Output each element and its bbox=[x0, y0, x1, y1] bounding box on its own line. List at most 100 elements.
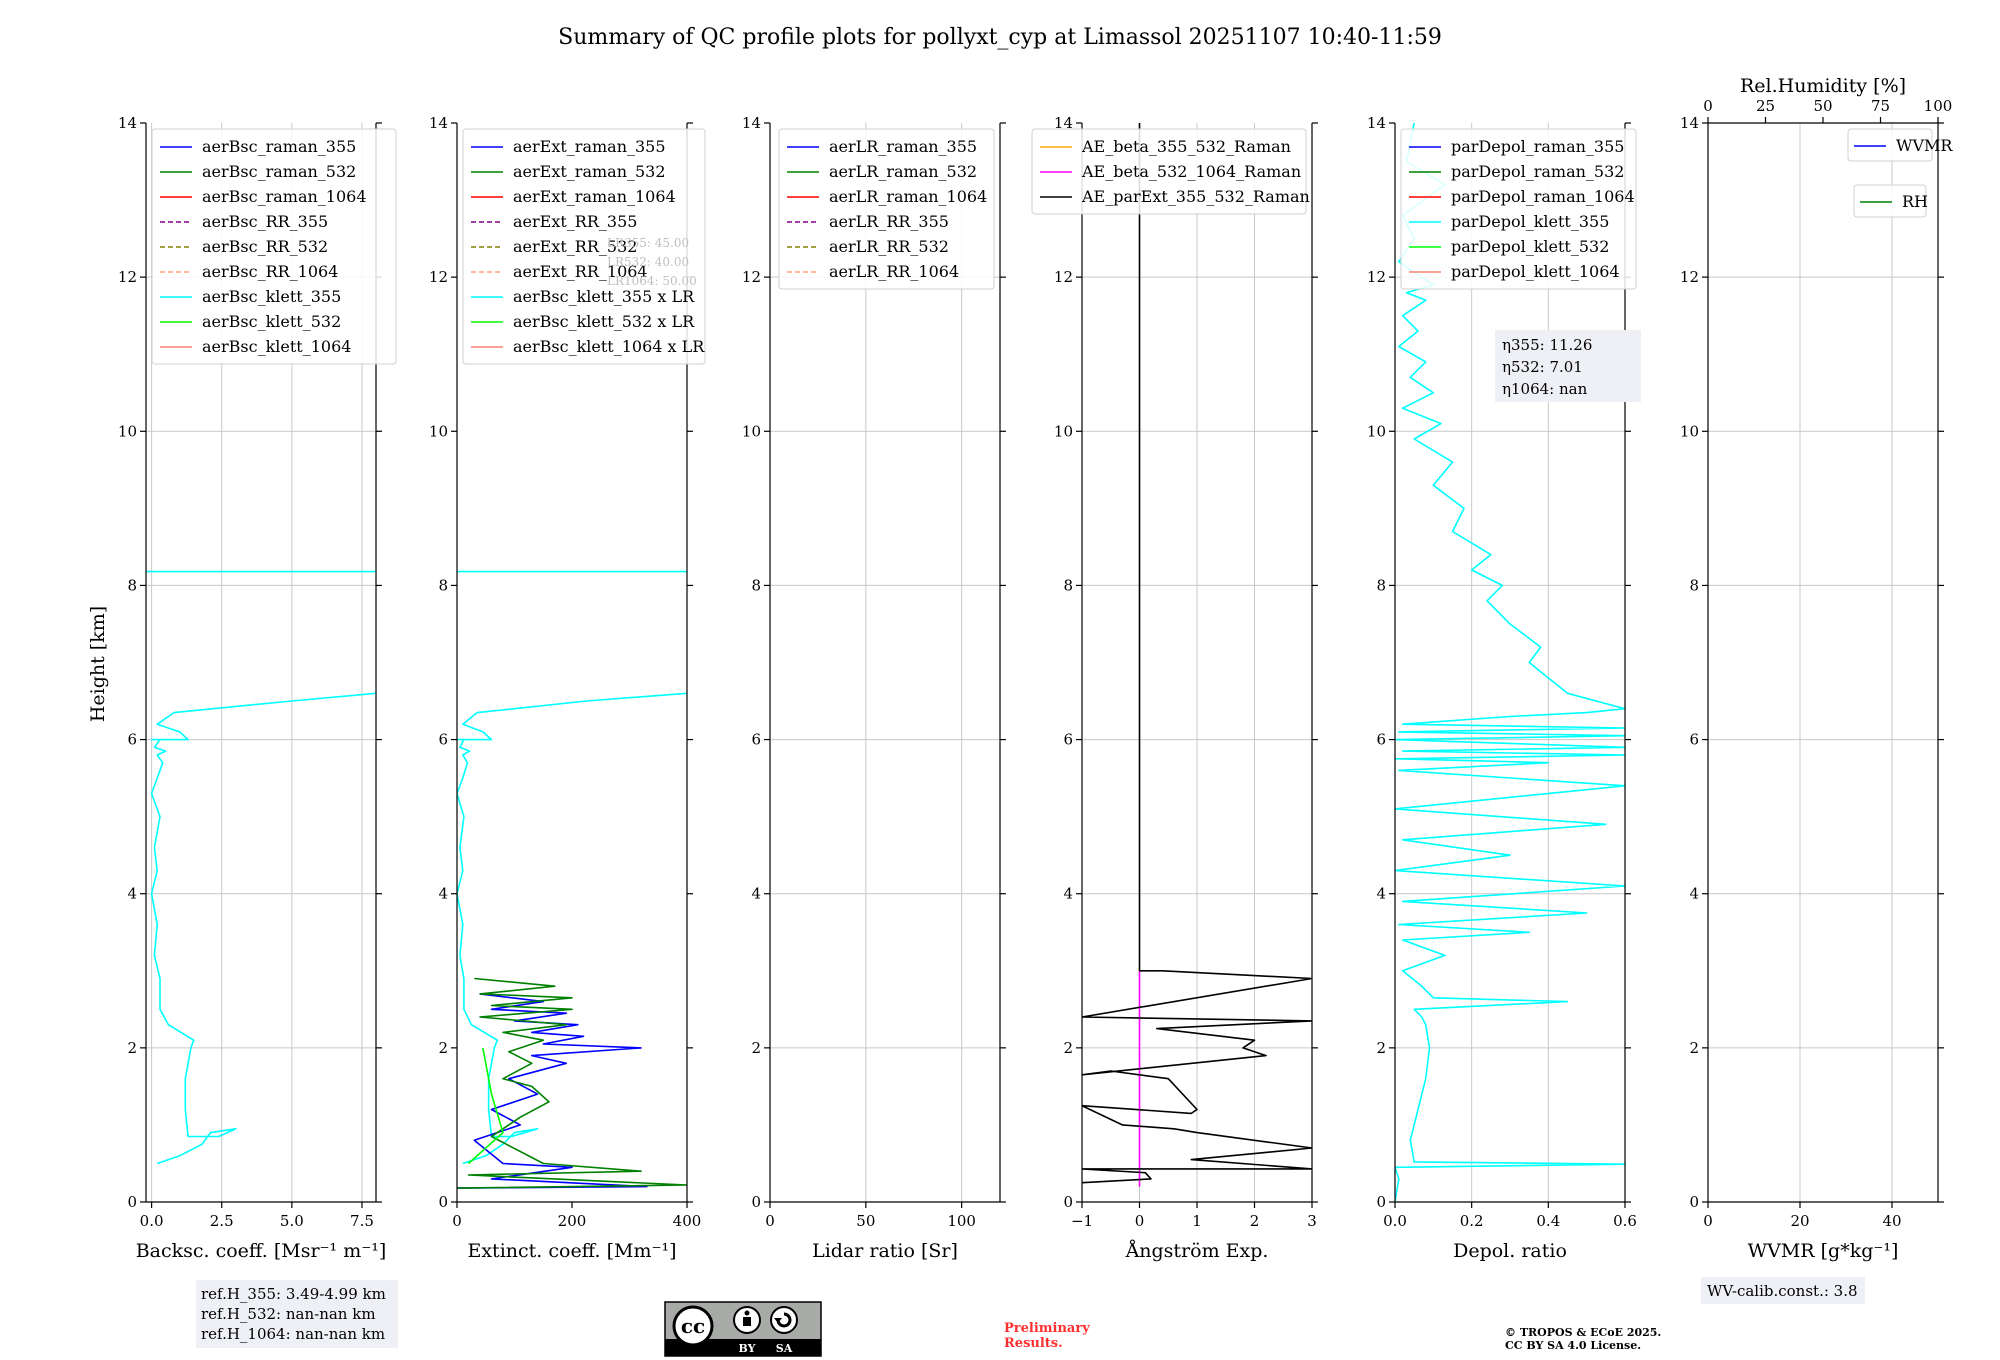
legend-label: aerBsc_klett_1064 bbox=[202, 337, 351, 356]
eta-box: η355: 11.26 η532: 7.01 η1064: nan bbox=[1495, 330, 1641, 402]
x-tick-label: 5.0 bbox=[280, 1212, 304, 1230]
legend-box: aerLR_raman_355 aerLR_raman_532 aerLR_rama… bbox=[778, 128, 995, 290]
series-line-AE_parExt_355_532_Raman bbox=[1082, 123, 1312, 1184]
legend-label: aerBsc_klett_532 x LR bbox=[513, 312, 695, 331]
x-axis-label: Lidar ratio [Sr] bbox=[812, 1240, 958, 1262]
legend-label: aerLR_raman_532 bbox=[829, 162, 977, 181]
y-tick-label: 14 bbox=[742, 114, 761, 132]
copyright-notice: © TROPOS & ECoE 2025. CC BY SA 4.0 Licen… bbox=[1505, 1326, 1661, 1352]
series-line-aerExt_raman_532 bbox=[457, 977, 687, 1189]
copyright-line: CC BY SA 4.0 License. bbox=[1505, 1339, 1641, 1352]
eta-line: η355: 11.26 bbox=[1502, 336, 1592, 354]
legend-label: aerExt_raman_532 bbox=[513, 162, 666, 181]
legend-frame bbox=[462, 128, 706, 365]
legend-label: AE_beta_355_532_Raman bbox=[1081, 137, 1291, 156]
y-tick-label: 8 bbox=[127, 576, 137, 594]
y-tick-label: 4 bbox=[1689, 885, 1699, 903]
legend-label: AE_parExt_355_532_Raman bbox=[1081, 187, 1310, 206]
y-tick-label: 4 bbox=[1376, 885, 1386, 903]
series-group bbox=[1082, 123, 1312, 1187]
preliminary-line: Results. bbox=[1004, 1336, 1063, 1351]
legend-label: aerExt_RR_532 bbox=[513, 237, 637, 256]
legend-label: aerBsc_raman_532 bbox=[202, 162, 356, 181]
x-tick-label: 0.4 bbox=[1536, 1212, 1560, 1230]
legend-label: aerExt_raman_355 bbox=[513, 137, 666, 156]
x-tick-label: 100 bbox=[947, 1212, 976, 1230]
legend-frame bbox=[151, 128, 397, 365]
legend-frame bbox=[1847, 128, 1933, 162]
y-tick-label: 0 bbox=[1063, 1193, 1073, 1211]
legend-label: aerLR_raman_355 bbox=[829, 137, 977, 156]
y-tick-label: 10 bbox=[1680, 422, 1699, 440]
wv-calib-box: WV-calib.const.: 3.8 bbox=[1701, 1277, 1865, 1304]
legend-label: aerBsc_RR_355 bbox=[202, 212, 328, 231]
legend-label: aerBsc_klett_532 bbox=[202, 312, 341, 331]
y-tick-label: 12 bbox=[1054, 268, 1073, 286]
series-line-aerBsc_klett_355 bbox=[150, 692, 376, 1165]
y-tick-label: 2 bbox=[1063, 1039, 1073, 1057]
y-tick-label: 0 bbox=[127, 1193, 137, 1211]
legend-label: RH bbox=[1902, 192, 1928, 211]
legend-label: aerLR_RR_355 bbox=[829, 212, 949, 231]
x-tick-label: 3 bbox=[1307, 1212, 1317, 1230]
attribution-icon bbox=[743, 1310, 751, 1326]
legend-frame bbox=[778, 128, 995, 290]
y-tick-label: 12 bbox=[1680, 268, 1699, 286]
x-tick-label: 0 bbox=[765, 1212, 775, 1230]
x-tick-label: 20 bbox=[1790, 1212, 1809, 1230]
legend-frame bbox=[1400, 128, 1637, 290]
legend-label: aerBsc_raman_1064 bbox=[202, 187, 367, 206]
cc-by-label: BY bbox=[739, 1342, 756, 1355]
y-tick-label: 2 bbox=[127, 1039, 137, 1057]
series-line-parDepol_klett_355 bbox=[1395, 123, 1625, 1202]
legend-box: AE_beta_355_532_Raman AE_beta_532_1064_Ra… bbox=[1031, 128, 1310, 215]
x2-tick-label: 25 bbox=[1756, 97, 1775, 115]
x-axis-label: Backsc. coeff. [Msr⁻¹ m⁻¹] bbox=[136, 1240, 387, 1262]
legend-label: parDepol_klett_1064 bbox=[1451, 262, 1620, 281]
figure-title: Summary of QC profile plots for pollyxt_… bbox=[558, 25, 1442, 50]
x-tick-label: 0.0 bbox=[140, 1212, 164, 1230]
lr-hint-line: LR1064: 50.00 bbox=[607, 274, 697, 288]
series-group bbox=[457, 570, 687, 1189]
legend-label: aerBsc_RR_1064 bbox=[202, 262, 338, 281]
lr-hint-line: LR532: 40.00 bbox=[607, 255, 689, 269]
ref-height-line: ref.H_532: nan-nan km bbox=[201, 1305, 376, 1323]
y-tick-label: 8 bbox=[1376, 576, 1386, 594]
legend-label: aerExt_RR_1064 bbox=[513, 262, 648, 281]
x-axis-label: Extinct. coeff. [Mm⁻¹] bbox=[467, 1240, 676, 1262]
legend-box: WVMR bbox=[1847, 128, 1953, 162]
cc-logo-text: cc bbox=[681, 1314, 705, 1338]
y-tick-label: 10 bbox=[429, 422, 448, 440]
preliminary-notice: Preliminary Results. bbox=[1004, 1321, 1090, 1351]
y-tick-label: 6 bbox=[1376, 731, 1386, 749]
y-tick-label: 12 bbox=[1367, 268, 1386, 286]
legend-label: aerLR_raman_1064 bbox=[829, 187, 987, 206]
eta-line: η532: 7.01 bbox=[1502, 358, 1583, 376]
x-axis-label: Ångström Exp. bbox=[1125, 1240, 1269, 1262]
y-tick-label: 6 bbox=[1063, 731, 1073, 749]
y-tick-label: 8 bbox=[751, 576, 761, 594]
x-tick-label: 0.2 bbox=[1460, 1212, 1484, 1230]
eta-frame bbox=[1495, 330, 1641, 402]
legend-label: parDepol_raman_1064 bbox=[1451, 187, 1635, 206]
x-tick-label: 0.0 bbox=[1383, 1212, 1407, 1230]
legend-label: aerBsc_raman_355 bbox=[202, 137, 356, 156]
x-tick-label: 0 bbox=[1135, 1212, 1145, 1230]
cc-sa-label: SA bbox=[776, 1342, 793, 1355]
ref-height-line: ref.H_1064: nan-nan km bbox=[201, 1325, 385, 1343]
panel-backscatter: 0 2 4 6 8 10 12 14 0.0 2.5 5.0 7.5 Backsc. coeff. [M… bbox=[118, 114, 397, 1262]
x-tick-label: 200 bbox=[558, 1212, 587, 1230]
y-tick-label: 2 bbox=[1376, 1039, 1386, 1057]
y-tick-label: 14 bbox=[118, 114, 137, 132]
x-axis-label: Depol. ratio bbox=[1453, 1240, 1567, 1262]
x-tick-label: 400 bbox=[673, 1212, 702, 1230]
x-tick-label: 0 bbox=[1703, 1212, 1713, 1230]
y-tick-label: 4 bbox=[751, 885, 761, 903]
y-tick-label: 8 bbox=[1689, 576, 1699, 594]
y-tick-label: 10 bbox=[118, 422, 137, 440]
y-tick-label: 0 bbox=[1689, 1193, 1699, 1211]
legend-label: aerBsc_klett_355 x LR bbox=[513, 287, 695, 306]
